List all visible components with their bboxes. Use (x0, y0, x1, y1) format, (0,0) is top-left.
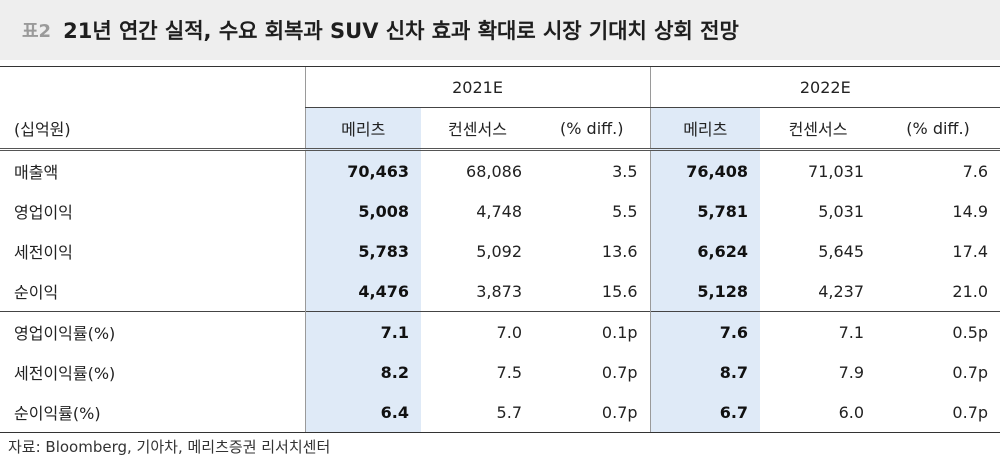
year-header-row: 2021E 2022E (0, 66, 1000, 108)
table-row: 순이익률(%) 6.4 5.7 0.7p 6.7 6.0 0.7p (0, 392, 1000, 433)
header-meritz-2022: 메리츠 (649, 107, 761, 151)
consensus-value-cell: 3,873 (476, 281, 522, 301)
diff-value-cell: 13.6 (601, 241, 638, 261)
header-diff-2022: (% diff.) (876, 107, 1000, 151)
column-header-row: (십억원) 메리츠 컨센서스 (% diff.) 메리츠 컨센서스 (% dif… (0, 107, 1000, 151)
header-consensus-2021: 컨센서스 (421, 107, 534, 151)
row-label: 세전이익 (14, 243, 73, 262)
meritz-value-cell: 70,463 (304, 149, 421, 191)
diff-value-cell: 0.1p (534, 311, 651, 352)
meritz-value-cell: 7.6 (649, 311, 761, 352)
consensus-value-cell: 7.9 (838, 362, 865, 382)
diff-value-cell: 0.5p (876, 311, 1000, 352)
consensus-value-cell: 5,645 (818, 241, 865, 261)
row-label: 세전이익률(%) (14, 364, 116, 383)
consensus-value-cell: 5,031 (818, 201, 865, 221)
diff-value-cell: 7.6 (962, 161, 989, 181)
diff-value-cell: 21.0 (952, 281, 989, 301)
row-label: 영업이익률(%) (0, 311, 305, 352)
table-title: 21년 연간 실적, 수요 회복과 SUV 신차 효과 확대로 시장 기대치 상… (63, 19, 739, 43)
diff-value-cell: 0.7p (952, 362, 989, 382)
source-note: 자료: Bloomberg, 기아차, 메리츠증권 리서치센터 (8, 438, 331, 456)
consensus-value-cell: 4,748 (476, 201, 522, 221)
header-consensus-2022: 컨센서스 (760, 107, 877, 151)
meritz-value-cell: 6,624 (649, 231, 761, 271)
table-row: 영업이익률(%) 7.1 7.0 0.1p 7.6 7.1 0.5p (0, 311, 1000, 352)
consensus-value-cell: 6.0 (760, 392, 877, 433)
header-diff-2021: (% diff.) (534, 107, 651, 151)
unit-label: (십억원) (0, 107, 305, 151)
meritz-value-cell: 5,008 (304, 191, 421, 231)
financial-table: 2021E 2022E (십억원) 메리츠 컨센서스 (% diff.) 메리츠… (0, 66, 1000, 433)
diff-value-cell: 0.7p (876, 392, 1000, 433)
meritz-value-cell: 7.1 (304, 311, 421, 352)
meritz-value-cell: 5,783 (304, 231, 421, 271)
row-label: 순이익률(%) (0, 392, 305, 433)
consensus-value-cell: 4,237 (818, 281, 865, 301)
diff-value-cell: 0.7p (534, 392, 651, 433)
consensus-value-cell: 7.0 (421, 311, 534, 352)
consensus-value-cell: 5,092 (476, 241, 522, 261)
diff-value-cell: 15.6 (601, 281, 638, 301)
consensus-value-cell: 7.1 (760, 311, 877, 352)
meritz-value-cell: 5,781 (649, 191, 761, 231)
row-label: 매출액 (14, 163, 59, 182)
diff-value-cell: 0.7p (601, 362, 638, 382)
diff-value-cell: 3.5 (612, 161, 638, 181)
meritz-value-cell: 8.2 (304, 352, 421, 392)
table-row: 세전이익 5,783 5,092 13.6 6,624 5,645 17.4 (0, 231, 1000, 271)
year-header-2022: 2022E (649, 66, 1000, 108)
table-number-tag: 표2 (22, 21, 52, 42)
table-row: 영업이익 5,008 4,748 5.5 5,781 5,031 14.9 (0, 191, 1000, 231)
diff-value-cell: 14.9 (952, 201, 989, 221)
consensus-value-cell: 5.7 (421, 392, 534, 433)
diff-value-cell: 17.4 (952, 241, 989, 261)
table-row: 순이익 4,476 3,873 15.6 5,128 4,237 21.0 (0, 271, 1000, 312)
meritz-value-cell: 6.4 (304, 392, 421, 433)
year-header-2021: 2021E (304, 66, 651, 108)
table-row: 세전이익률(%) 8.2 7.5 0.7p 8.7 7.9 0.7p (0, 352, 1000, 392)
meritz-value-cell: 8.7 (649, 352, 761, 392)
meritz-value-cell: 6.7 (649, 392, 761, 433)
table-row: 매출액 70,463 68,086 3.5 76,408 71,031 7.6 (0, 149, 1000, 191)
meritz-value-cell: 5,128 (649, 271, 761, 312)
row-label: 순이익 (14, 283, 59, 302)
meritz-value-cell: 76,408 (649, 149, 761, 191)
diff-value-cell: 5.5 (612, 201, 638, 221)
row-label: 영업이익 (14, 203, 73, 222)
consensus-value-cell: 68,086 (466, 161, 522, 181)
meritz-value-cell: 4,476 (304, 271, 421, 312)
consensus-value-cell: 7.5 (496, 362, 522, 382)
consensus-value-cell: 71,031 (808, 161, 865, 181)
header-meritz-2021: 메리츠 (304, 107, 421, 151)
title-bar: 표2 21년 연간 실적, 수요 회복과 SUV 신차 효과 확대로 시장 기대… (0, 0, 1000, 60)
